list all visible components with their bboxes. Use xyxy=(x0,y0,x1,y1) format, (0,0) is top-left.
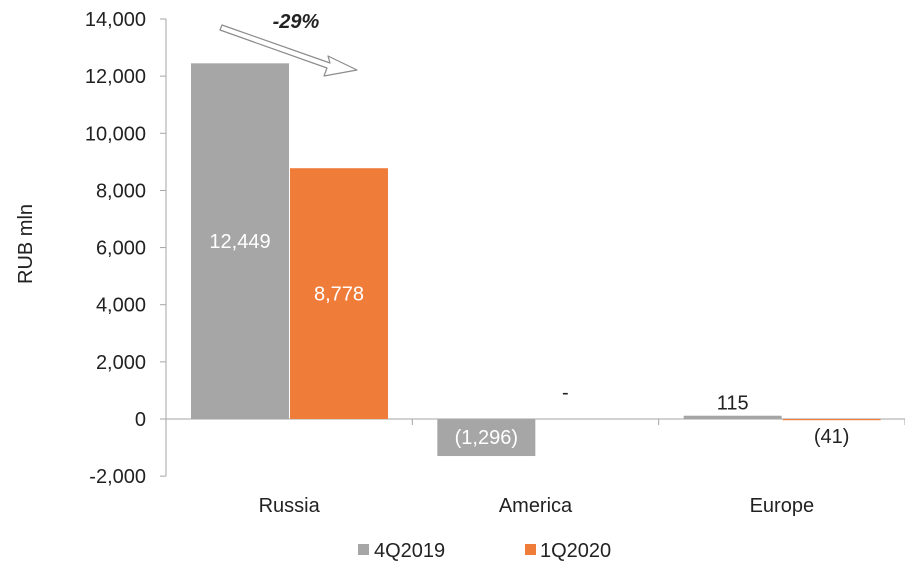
data-label: 8,778 xyxy=(314,284,364,306)
bar xyxy=(683,415,782,419)
y-tick-label: 6,000 xyxy=(96,238,146,260)
bars xyxy=(191,63,881,457)
x-category-label: Russia xyxy=(259,495,321,517)
growth-arrow xyxy=(219,24,358,77)
data-label: 115 xyxy=(717,393,749,415)
legend-label-1q2020: 1Q2020 xyxy=(540,540,611,562)
bar xyxy=(290,168,388,419)
legend-swatch-1q2020 xyxy=(525,544,536,555)
legend: 4Q2019 1Q2020 xyxy=(358,540,611,562)
y-tick-label: 0 xyxy=(135,409,146,431)
y-tick-label: 4,000 xyxy=(96,295,146,317)
data-label: - xyxy=(562,382,569,404)
data-labels: 12,449 (1,296) 115 8,778 - (41) xyxy=(209,231,849,449)
bar xyxy=(782,419,881,421)
x-category-label: Europe xyxy=(750,495,815,517)
legend-swatch-4q2019 xyxy=(358,544,369,555)
y-tick-label: 14,000 xyxy=(85,9,146,31)
data-label: (41) xyxy=(814,426,850,448)
growth-annotation: -29% xyxy=(219,11,358,77)
y-tick-label: -2,000 xyxy=(89,466,146,488)
legend-label-4q2019: 4Q2019 xyxy=(374,540,445,562)
x-category-label: America xyxy=(499,495,573,517)
y-axis: -2,000 0 2,000 4,000 6,000 8,000 10,000 12,000 1… xyxy=(85,9,167,488)
y-tick-label: 12,000 xyxy=(85,66,146,88)
y-tick-label: 8,000 xyxy=(96,180,146,202)
y-axis-title: RUB mln xyxy=(15,204,37,284)
x-axis: Russia America Europe xyxy=(165,418,905,517)
data-label: 12,449 xyxy=(209,231,270,253)
data-label: (1,296) xyxy=(455,427,518,449)
y-tick-label: 10,000 xyxy=(85,123,146,145)
bar xyxy=(437,419,536,457)
y-tick-label: 2,000 xyxy=(96,352,146,374)
bar xyxy=(191,63,289,420)
growth-annotation-label: -29% xyxy=(273,11,320,33)
